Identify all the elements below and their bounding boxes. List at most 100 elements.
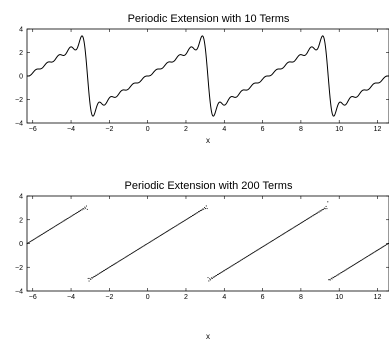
series-point: [64, 219, 66, 221]
series-point: [352, 264, 354, 267]
series-point: [360, 259, 362, 261]
series-point: [303, 220, 306, 222]
series-point: [117, 261, 119, 263]
series-point: [202, 208, 204, 210]
series-point: [132, 252, 134, 254]
y-tick-label: 0: [19, 74, 23, 81]
series-point: [247, 255, 249, 257]
series-point: [240, 259, 242, 261]
series-point: [246, 256, 248, 258]
series-point: [136, 249, 138, 251]
series-point: [285, 232, 287, 234]
series-point: [206, 207, 208, 210]
series-point: [228, 267, 230, 269]
series-point: [298, 223, 300, 225]
series-point: [247, 255, 250, 257]
series-point: [321, 209, 323, 211]
series-point: [167, 230, 169, 232]
series-point: [224, 269, 226, 271]
series-point: [302, 221, 304, 223]
series-point: [191, 215, 194, 217]
series-point: [149, 241, 151, 243]
series-point: [118, 260, 120, 262]
series-point: [126, 255, 128, 257]
series-point: [148, 241, 150, 243]
series-point: [307, 218, 309, 220]
series-point: [217, 273, 219, 276]
series-point: [368, 254, 370, 256]
x-tick-label: 10: [335, 294, 343, 301]
series-point: [222, 271, 224, 273]
series-point: [189, 216, 191, 218]
series-point: [106, 268, 108, 270]
chart-200-terms: Periodic Extension with 200 Terms −6 −4 −2…: [15, 180, 389, 339]
series-point: [239, 260, 241, 262]
series-point: [291, 228, 293, 230]
series-point: [35, 237, 37, 239]
series-point: [92, 276, 94, 278]
x-axis-label: x: [206, 332, 210, 339]
series-point: [221, 271, 223, 273]
series-point: [108, 267, 110, 269]
series-point: [237, 261, 239, 263]
series-point: [361, 259, 363, 261]
series-point: [310, 216, 312, 218]
series-point: [39, 235, 41, 237]
series-point: [84, 206, 86, 208]
series-point: [383, 245, 385, 247]
series-point: [154, 238, 156, 240]
series-point: [153, 239, 155, 241]
x-tick-label: −4: [67, 294, 75, 301]
series-point: [79, 210, 81, 212]
series-point: [372, 252, 375, 254]
series-point: [204, 207, 206, 209]
series-point: [231, 265, 233, 267]
series-point: [214, 275, 216, 277]
series-point: [48, 229, 50, 231]
series-point: [277, 236, 279, 239]
x-tick-label: 2: [184, 126, 188, 133]
series-point: [343, 270, 345, 272]
series-point: [155, 237, 157, 239]
series-point: [376, 250, 378, 252]
series-point: [55, 225, 57, 227]
series-point: [162, 233, 164, 235]
series-point: [159, 235, 161, 237]
chart-title: Periodic Extension with 200 Terms: [125, 180, 293, 192]
series-point: [110, 265, 113, 267]
series-point: [291, 227, 294, 229]
series-point: [26, 243, 28, 245]
series-point: [210, 279, 212, 281]
series-point: [186, 218, 188, 220]
series-point: [172, 226, 175, 229]
series-point: [324, 208, 326, 210]
series-point: [102, 270, 104, 272]
series-point: [137, 248, 139, 250]
series-point: [125, 256, 127, 258]
series-point: [359, 260, 361, 262]
series-point: [258, 248, 260, 250]
series-point: [35, 237, 38, 239]
series-point: [177, 224, 179, 226]
series-point: [128, 254, 130, 256]
series-point: [264, 244, 266, 246]
series-point: [81, 209, 83, 211]
series-point: [107, 267, 109, 269]
series-point: [313, 214, 315, 216]
series-point: [47, 230, 49, 232]
series-point: [285, 231, 287, 233]
series-point: [314, 213, 316, 216]
y-tick-label: −4: [15, 289, 23, 296]
series-point: [113, 263, 115, 265]
series-point: [96, 274, 98, 276]
series-point: [297, 224, 299, 226]
series-point: [340, 272, 342, 274]
series-point: [97, 273, 100, 275]
series-point: [290, 228, 292, 230]
series-point: [333, 277, 335, 279]
series-point: [166, 231, 168, 233]
series-point: [28, 242, 30, 244]
series-point: [72, 214, 74, 216]
series-point: [260, 247, 262, 249]
